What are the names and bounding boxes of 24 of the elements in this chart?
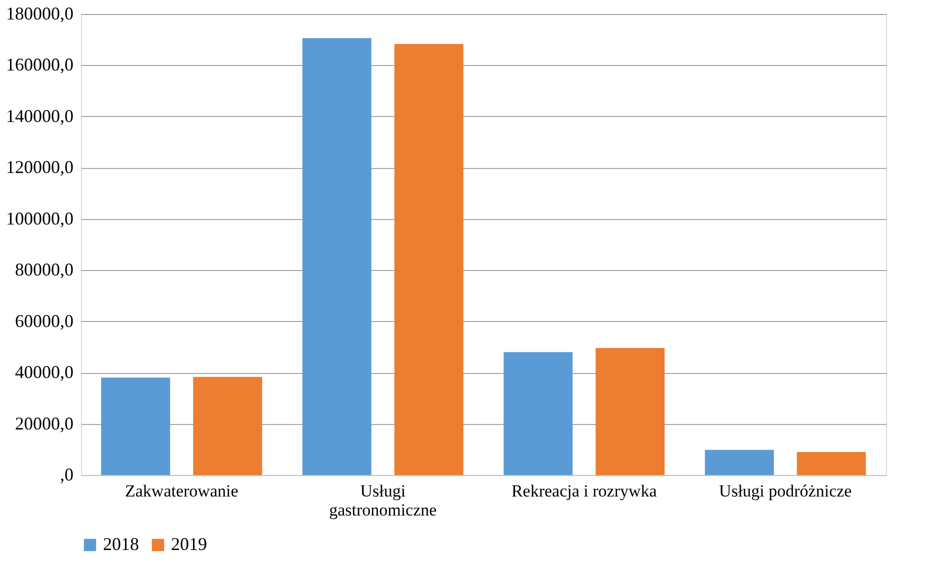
y-tick-label: 60000,0 bbox=[15, 310, 74, 331]
y-tick-label: 80000,0 bbox=[15, 260, 74, 280]
legend-label: 2019 bbox=[171, 534, 207, 554]
bar bbox=[596, 348, 665, 475]
x-tick-label: Rekreacja i rozrywka bbox=[511, 482, 658, 500]
bar bbox=[302, 38, 372, 475]
bar bbox=[394, 44, 464, 475]
bar bbox=[101, 378, 170, 475]
bar bbox=[796, 452, 866, 475]
y-tick-label: 140000,0 bbox=[6, 106, 74, 126]
y-tick-label: 160000,0 bbox=[6, 54, 74, 75]
bar bbox=[704, 450, 774, 475]
bar bbox=[193, 376, 262, 475]
legend-label: 2018 bbox=[103, 534, 139, 554]
y-tick-label: 180000,0 bbox=[6, 4, 74, 24]
x-tick-label: Usługi podróżnicze bbox=[719, 482, 852, 500]
y-tick-label: ,0 bbox=[60, 464, 74, 484]
bar bbox=[504, 352, 573, 475]
y-tick-label: 20000,0 bbox=[15, 413, 74, 434]
x-tick-label: Zakwaterowanie bbox=[124, 482, 238, 500]
y-tick-label: 100000,0 bbox=[6, 208, 74, 228]
x-tick-label: Usługi gastronomiczne bbox=[329, 482, 437, 520]
y-tick-label: 40000,0 bbox=[15, 362, 74, 382]
y-tick-label: 120000,0 bbox=[6, 157, 74, 178]
